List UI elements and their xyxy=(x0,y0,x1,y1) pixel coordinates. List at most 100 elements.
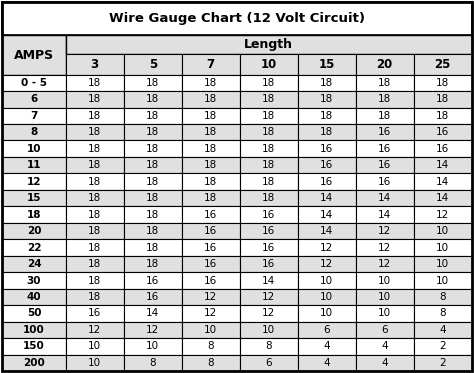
Text: 16: 16 xyxy=(204,242,217,253)
Text: 4DIYers: 4DIYers xyxy=(417,24,455,51)
Bar xyxy=(182,322,240,338)
Bar xyxy=(2,75,66,91)
Bar xyxy=(182,173,240,190)
Bar xyxy=(414,223,472,239)
Text: 16: 16 xyxy=(204,210,217,220)
Text: 14: 14 xyxy=(436,177,449,186)
Text: 10: 10 xyxy=(88,341,101,351)
Bar xyxy=(356,157,414,173)
Text: 18: 18 xyxy=(88,144,101,154)
Bar xyxy=(414,206,472,223)
Bar xyxy=(298,338,356,355)
Bar xyxy=(182,75,240,91)
Text: 4DIYers: 4DIYers xyxy=(300,263,338,289)
Text: 18: 18 xyxy=(146,144,159,154)
Text: 30: 30 xyxy=(27,276,41,285)
Bar xyxy=(356,322,414,338)
Text: 4DIYers: 4DIYers xyxy=(66,263,104,289)
Text: 18: 18 xyxy=(88,259,101,269)
Text: 14: 14 xyxy=(436,193,449,203)
Text: 6: 6 xyxy=(30,94,37,104)
Text: 18: 18 xyxy=(262,127,275,137)
Text: 16: 16 xyxy=(262,259,275,269)
Text: 4DIYers: 4DIYers xyxy=(300,203,338,230)
Text: 18: 18 xyxy=(378,94,391,104)
Text: 18: 18 xyxy=(204,94,217,104)
Bar xyxy=(66,157,124,173)
Text: 16: 16 xyxy=(204,259,217,269)
Text: 18: 18 xyxy=(88,177,101,186)
Text: 40: 40 xyxy=(27,292,41,302)
Bar xyxy=(356,190,414,206)
Bar xyxy=(66,206,124,223)
Text: 10: 10 xyxy=(320,292,333,302)
Bar xyxy=(182,124,240,141)
Text: 18: 18 xyxy=(88,242,101,253)
Bar xyxy=(2,107,66,124)
Bar xyxy=(298,107,356,124)
Bar xyxy=(298,305,356,322)
Bar xyxy=(66,256,124,272)
Text: 50: 50 xyxy=(27,308,41,319)
Text: 4: 4 xyxy=(439,325,446,335)
Bar xyxy=(240,54,298,75)
Text: 12: 12 xyxy=(436,210,449,220)
Text: 8: 8 xyxy=(149,358,156,368)
Text: 25: 25 xyxy=(435,58,451,71)
Bar xyxy=(66,35,472,54)
Bar xyxy=(66,223,124,239)
Bar xyxy=(182,141,240,157)
Text: 4DIYers: 4DIYers xyxy=(300,143,338,170)
Bar xyxy=(2,124,66,141)
Text: 16: 16 xyxy=(378,144,391,154)
Text: 7: 7 xyxy=(30,111,38,121)
Text: 8: 8 xyxy=(265,341,272,351)
Bar xyxy=(298,157,356,173)
Text: 18: 18 xyxy=(27,210,41,220)
Text: 18: 18 xyxy=(204,144,217,154)
Text: 4: 4 xyxy=(382,358,388,368)
Text: 18: 18 xyxy=(320,94,333,104)
Text: 4DIYers: 4DIYers xyxy=(183,203,221,230)
Text: 2: 2 xyxy=(439,341,446,351)
Bar xyxy=(240,322,298,338)
Text: 16: 16 xyxy=(320,160,333,170)
Bar xyxy=(2,256,66,272)
Bar xyxy=(298,355,356,371)
Bar xyxy=(66,54,124,75)
Bar xyxy=(298,190,356,206)
Text: 18: 18 xyxy=(378,78,391,88)
Bar xyxy=(240,124,298,141)
Text: 10: 10 xyxy=(436,259,449,269)
Text: 10: 10 xyxy=(88,358,101,368)
Bar xyxy=(240,223,298,239)
Text: 4DIYers: 4DIYers xyxy=(183,24,221,51)
Text: 10: 10 xyxy=(378,292,391,302)
Bar xyxy=(414,305,472,322)
Bar xyxy=(240,91,298,107)
Text: 10: 10 xyxy=(436,226,449,236)
Text: 18: 18 xyxy=(88,193,101,203)
Text: 4DIYers: 4DIYers xyxy=(66,322,104,349)
Text: 8: 8 xyxy=(208,358,214,368)
Text: 16: 16 xyxy=(262,242,275,253)
Bar xyxy=(182,256,240,272)
Text: 5: 5 xyxy=(148,58,157,71)
Text: 2: 2 xyxy=(439,358,446,368)
Bar xyxy=(298,272,356,289)
Bar xyxy=(356,124,414,141)
Bar xyxy=(182,223,240,239)
Bar xyxy=(124,107,182,124)
Bar xyxy=(182,338,240,355)
Text: 10: 10 xyxy=(320,276,333,285)
Text: 10: 10 xyxy=(436,276,449,285)
Text: 4DIYers: 4DIYers xyxy=(183,143,221,170)
Bar xyxy=(2,35,66,75)
Bar xyxy=(2,206,66,223)
Text: 16: 16 xyxy=(378,177,391,186)
Text: 18: 18 xyxy=(88,160,101,170)
Bar xyxy=(182,289,240,305)
Bar xyxy=(240,157,298,173)
Text: 18: 18 xyxy=(262,160,275,170)
Text: 14: 14 xyxy=(320,193,333,203)
